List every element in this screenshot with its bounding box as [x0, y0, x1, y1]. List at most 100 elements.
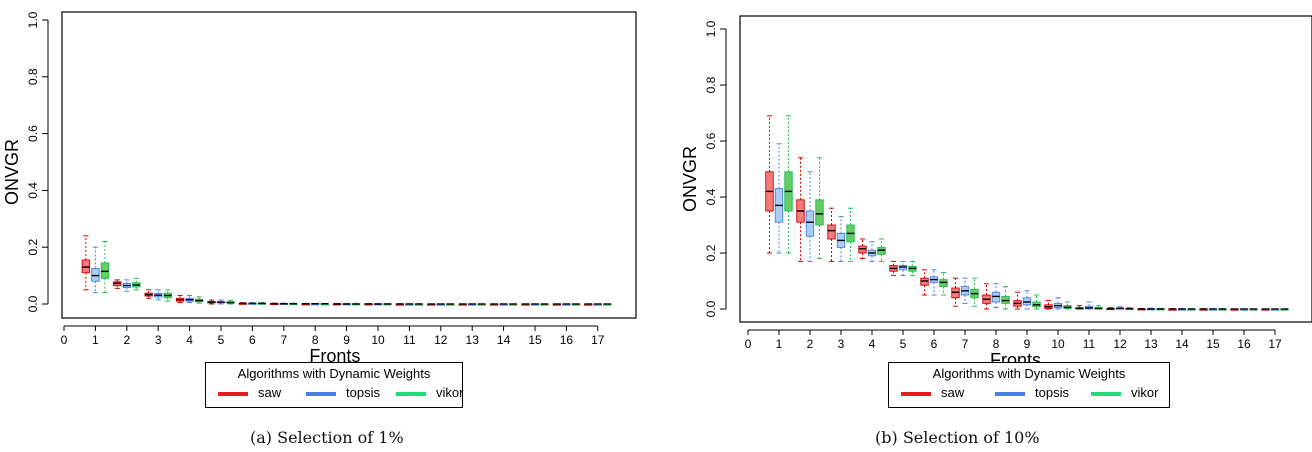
box-vikor: [100, 241, 110, 294]
legend-label: vikor: [436, 385, 464, 400]
box-iqr: [898, 265, 908, 271]
box-iqr: [827, 224, 836, 240]
legend-swatch-vikor: [396, 391, 426, 396]
box-topsis: [1115, 306, 1125, 310]
legend-item-vikor: vikor: [1091, 385, 1158, 400]
x-tick-label: 5: [218, 333, 225, 347]
x-tick-label: 12: [1113, 337, 1127, 351]
box-vikor: [1187, 308, 1196, 311]
box-topsis: [216, 299, 226, 305]
x-tick-label: 10: [1051, 337, 1065, 351]
plot-frame: [739, 15, 1312, 323]
x-tick-label: 9: [343, 333, 350, 347]
box-vikor: [784, 115, 793, 254]
y-tick-label: 0.8: [704, 76, 718, 93]
box-saw: [796, 157, 805, 262]
box-iqr: [991, 291, 1001, 303]
x-tick-label: 7: [280, 333, 287, 347]
box-topsis: [373, 303, 383, 306]
box-topsis: [562, 303, 571, 306]
x-tick-label: 1: [92, 333, 99, 347]
x-tick-label: 7: [962, 337, 969, 351]
legend-item-vikor: vikor: [396, 385, 463, 400]
x-tick-label: 13: [466, 333, 480, 347]
x-tick-label: 5: [900, 337, 907, 351]
box-saw: [920, 269, 929, 296]
box-vikor: [289, 302, 298, 306]
box-vikor: [383, 303, 392, 306]
box-vikor: [477, 303, 486, 306]
box-topsis: [593, 303, 602, 306]
box-topsis: [960, 277, 970, 304]
box-iqr: [805, 210, 815, 237]
box-vikor: [1218, 308, 1227, 311]
legend-swatch-saw: [218, 391, 248, 396]
y-tick-label: 0.4: [704, 188, 718, 205]
box-vikor: [1094, 305, 1103, 310]
legend-title: Algorithms with Dynamic Weights: [237, 366, 431, 381]
box-vikor: [571, 303, 581, 306]
box-topsis: [91, 246, 100, 294]
x-tick-label: 8: [993, 337, 1000, 351]
box-saw: [1137, 307, 1146, 311]
box-topsis: [774, 143, 784, 254]
box-saw: [584, 303, 593, 306]
legend-item-saw: saw: [901, 385, 964, 400]
box-iqr: [100, 262, 110, 279]
box-topsis: [1270, 308, 1280, 311]
box-topsis: [836, 216, 846, 262]
chart-panel-a: 0.0 0.2 0.4 0.6 0.8 1.0 ONVGR 0 1 2 3 4 5 6 7 8 9 10 11 12 1…: [0, 0, 650, 452]
x-tick-label: 8: [312, 333, 319, 347]
box-saw: [1044, 300, 1053, 310]
y-tick-label: 1.0: [26, 11, 40, 28]
x-tick-label: 3: [838, 337, 845, 351]
x-tick-label: 4: [186, 333, 193, 347]
x-tick-label: 4: [869, 337, 876, 351]
box-vikor: [320, 302, 329, 306]
box-saw: [1075, 305, 1084, 310]
legend-a: Algorithms with Dynamic Weights saw tops…: [205, 362, 463, 408]
x-tick-label: 2: [807, 337, 814, 351]
box-saw: [270, 302, 279, 306]
box-topsis: [499, 303, 508, 306]
y-tick-label: 0.8: [26, 68, 40, 85]
box-iqr: [920, 277, 929, 286]
y-axis-label: ONVGR: [680, 146, 700, 212]
box-topsis: [248, 302, 257, 305]
box-vikor: [1032, 294, 1041, 310]
x-tick-label: 1: [776, 337, 783, 351]
box-topsis: [405, 303, 414, 306]
box-saw: [521, 303, 530, 306]
box-topsis: [279, 302, 288, 306]
box-iqr: [815, 199, 824, 226]
box-topsis: [1146, 307, 1156, 311]
box-saw: [1106, 307, 1115, 311]
box-vikor: [351, 302, 361, 306]
box-vikor: [163, 289, 172, 302]
box-saw: [982, 283, 991, 310]
figure-caption-a: (a) Selection of 1%: [250, 428, 404, 447]
box-vikor: [603, 303, 612, 306]
box-saw: [175, 294, 185, 304]
box-vikor: [257, 302, 267, 305]
box-topsis: [1053, 297, 1063, 310]
box-topsis: [122, 279, 132, 292]
box-saw: [395, 303, 405, 306]
box-topsis: [530, 303, 540, 306]
y-tick-label: 0.6: [26, 125, 40, 142]
box-vikor: [970, 277, 979, 307]
box-saw: [1261, 308, 1270, 311]
legend-swatch-topsis: [995, 391, 1025, 396]
box-saw: [458, 303, 467, 306]
x-tick-label: 10: [371, 333, 385, 347]
box-saw: [427, 303, 436, 306]
box-vikor: [132, 277, 141, 291]
x-tick-label: 14: [497, 333, 511, 347]
box-saw: [238, 302, 248, 305]
x-axis-label: Fronts: [309, 346, 360, 366]
x-tick-label: 3: [155, 333, 162, 347]
chart-panel-b: 0.0 0.2 0.4 0.6 0.8 1.0 ONVGR 0 1 2 3 4 5 6 7 8 9 10 11 12 1…: [660, 0, 1312, 452]
box-vikor: [414, 303, 424, 306]
